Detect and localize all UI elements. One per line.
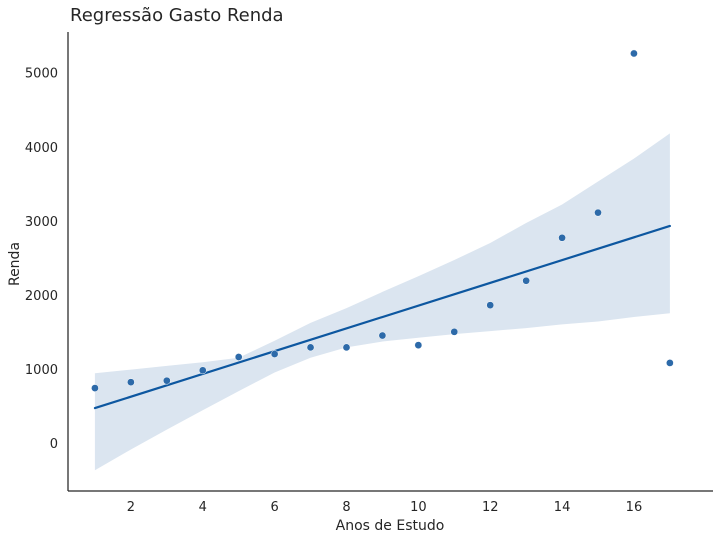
data-point: [630, 49, 638, 58]
data-point: [91, 384, 99, 392]
x-tick-label: 8: [342, 500, 350, 515]
x-tick-label: 12: [482, 500, 499, 515]
data-point: [127, 378, 135, 387]
y-axis-label: Renda: [7, 242, 23, 286]
data-point: [270, 350, 279, 358]
data-point: [594, 208, 602, 217]
data-point: [198, 366, 207, 375]
x-tick-label: 16: [626, 500, 643, 515]
confidence-band: [94, 133, 670, 471]
regression-line: [93, 224, 671, 410]
data-point: [162, 376, 171, 385]
data-point: [450, 327, 459, 336]
data-point: [522, 276, 530, 285]
data-point: [342, 343, 351, 352]
y-tick-label: 4000: [25, 141, 58, 156]
y-tick-label: 0: [50, 437, 58, 452]
x-tick-label: 14: [554, 500, 571, 515]
x-tick-label: 4: [199, 500, 207, 515]
x-tick-label: 2: [127, 500, 135, 515]
data-point: [666, 359, 674, 367]
y-tick-label: 3000: [25, 215, 58, 230]
x-axis-label: Anos de Estudo: [336, 518, 445, 534]
data-point: [306, 343, 315, 352]
y-tick-label: 2000: [25, 289, 58, 304]
data-point: [378, 331, 387, 340]
data-point: [234, 353, 243, 361]
x-tick-labels: 2 4 6 8 10 12 14 16: [127, 500, 642, 515]
y-tick-label: 1000: [25, 363, 58, 378]
y-tick-label: 5000: [25, 67, 58, 82]
data-point: [414, 341, 423, 350]
y-tick-labels: 0 1000 2000 3000 4000 5000: [25, 67, 58, 452]
chart-title: Regressão Gasto Renda: [70, 5, 284, 26]
data-point: [486, 301, 495, 310]
x-tick-label: 10: [410, 500, 427, 515]
data-point: [558, 233, 566, 242]
x-tick-label: 6: [270, 500, 278, 515]
plot-area: [91, 49, 674, 471]
